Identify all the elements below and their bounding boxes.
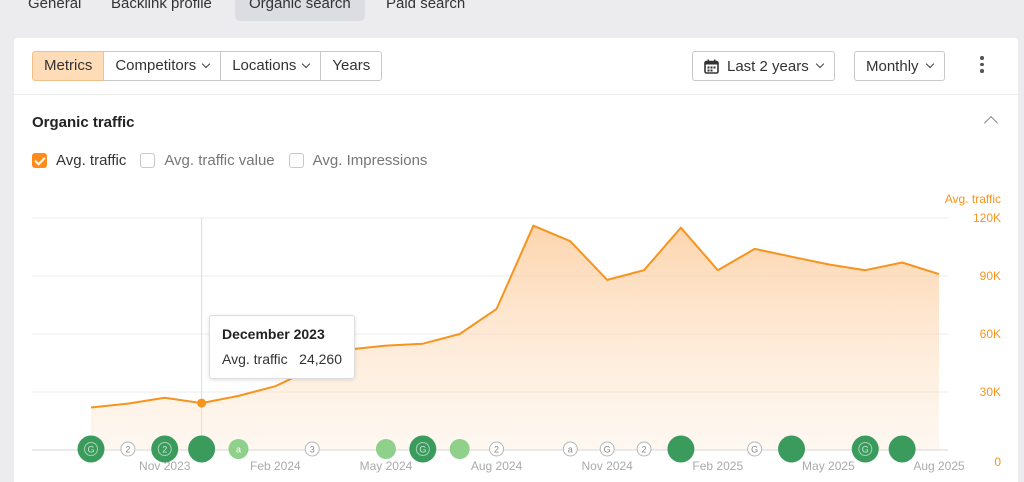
event-marker[interactable]: 2 — [120, 441, 136, 457]
event-marker[interactable]: a — [228, 439, 249, 459]
svg-text:G: G — [751, 445, 758, 455]
avg-impressions-checkbox-label: Avg. Impressions — [312, 152, 428, 169]
event-marker[interactable] — [449, 439, 470, 459]
svg-text:2: 2 — [494, 445, 499, 455]
locations-dropdown[interactable]: Locations — [221, 51, 322, 81]
tooltip-row: Avg. traffic 24,260 — [222, 351, 342, 367]
event-marker[interactable]: G — [77, 435, 105, 463]
event-marker[interactable] — [888, 435, 916, 463]
x-tick-label: May 2025 — [802, 459, 855, 473]
svg-text:3: 3 — [310, 445, 315, 455]
x-tick-label: Aug 2024 — [471, 459, 523, 473]
calendar-icon — [704, 59, 719, 74]
x-tick-label: Feb 2024 — [250, 459, 301, 473]
x-tick-label: Feb 2025 — [692, 459, 743, 473]
tab-general[interactable]: General — [28, 0, 82, 12]
y-tick-label: 0 — [994, 455, 1001, 469]
event-marker[interactable]: 2 — [636, 441, 652, 457]
hover-point — [197, 398, 207, 408]
y-tick-label: 90K — [980, 269, 1001, 283]
section-title: Organic traffic — [32, 114, 135, 131]
event-marker[interactable]: 2 — [151, 435, 179, 463]
svg-text:2: 2 — [162, 445, 167, 455]
svg-text:2: 2 — [642, 445, 647, 455]
event-marker[interactable]: G — [851, 435, 879, 463]
y-tick-label: 30K — [980, 385, 1001, 399]
metric-checkboxes: Avg. traffic Avg. traffic value Avg. Imp… — [32, 152, 427, 169]
svg-text:G: G — [862, 445, 869, 455]
traffic-area — [91, 225, 939, 450]
avg-traffic-checkbox-label: Avg. traffic — [56, 152, 127, 169]
y-axis-label: Avg. traffic — [945, 192, 1001, 206]
x-tick-label: Aug 2025 — [913, 459, 965, 473]
checkbox-unchecked-icon — [140, 153, 156, 168]
competitors-dropdown-label: Competitors — [115, 57, 197, 74]
date-range-label: Last 2 years — [727, 57, 809, 75]
tooltip-metric-label: Avg. traffic — [222, 351, 288, 367]
tab-paid-search[interactable]: Paid search — [386, 0, 466, 12]
event-marker[interactable]: G — [747, 441, 763, 457]
locations-dropdown-label: Locations — [232, 57, 297, 74]
traffic-line — [90, 224, 940, 409]
toolbar: Metrics Competitors Locations Years Last… — [14, 38, 1018, 95]
x-tick-label: Nov 2023 — [139, 459, 191, 473]
svg-text:a: a — [236, 445, 241, 455]
svg-text:2: 2 — [125, 445, 130, 455]
event-marker[interactable]: a — [562, 441, 578, 457]
hover-tooltip: December 2023 Avg. traffic 24,260 — [209, 315, 355, 379]
metrics-button[interactable]: Metrics — [32, 51, 105, 81]
avg-traffic-checkbox[interactable]: Avg. traffic — [32, 152, 126, 169]
event-marker[interactable]: G — [409, 435, 437, 463]
event-marker[interactable] — [188, 435, 216, 463]
years-button-label: Years — [332, 57, 371, 74]
event-marker[interactable] — [667, 435, 695, 463]
metric-segmented-control: Metrics Competitors Locations Years — [32, 51, 383, 81]
competitors-dropdown[interactable]: Competitors — [104, 51, 222, 81]
interval-dropdown[interactable]: Monthly — [854, 51, 945, 81]
tooltip-title: December 2023 — [222, 326, 325, 342]
event-marker[interactable] — [375, 439, 396, 459]
x-tick-label: May 2024 — [360, 459, 413, 473]
checkbox-checked-icon — [32, 153, 47, 168]
interval-label: Monthly — [866, 57, 919, 75]
event-marker[interactable]: 3 — [304, 441, 320, 457]
checkbox-unchecked-icon — [288, 153, 304, 168]
tooltip-metric-value: 24,260 — [299, 351, 342, 367]
years-button[interactable]: Years — [321, 51, 383, 81]
svg-text:a: a — [568, 445, 573, 455]
metrics-button-label: Metrics — [44, 57, 93, 74]
y-tick-label: 60K — [980, 327, 1001, 341]
event-marker[interactable] — [778, 435, 806, 463]
date-range-dropdown[interactable]: Last 2 years — [692, 51, 835, 81]
event-marker[interactable]: G — [599, 441, 615, 457]
top-nav: General Backlink profile Organic search … — [0, 0, 1024, 22]
tab-organic-search[interactable]: Organic search — [235, 0, 365, 21]
y-tick-label: 120K — [973, 211, 1001, 225]
svg-text:G: G — [604, 445, 611, 455]
avg-impressions-checkbox[interactable]: Avg. Impressions — [288, 152, 428, 169]
svg-text:G: G — [87, 445, 94, 455]
avg-traffic-value-checkbox-label: Avg. traffic value — [164, 152, 275, 169]
avg-traffic-value-checkbox[interactable]: Avg. traffic value — [140, 152, 275, 169]
tab-backlink-profile[interactable]: Backlink profile — [111, 0, 212, 12]
vertical-dots-icon[interactable] — [979, 56, 985, 76]
event-marker[interactable]: 2 — [489, 441, 505, 457]
svg-text:G: G — [419, 445, 426, 455]
x-tick-label: Nov 2024 — [581, 459, 633, 473]
